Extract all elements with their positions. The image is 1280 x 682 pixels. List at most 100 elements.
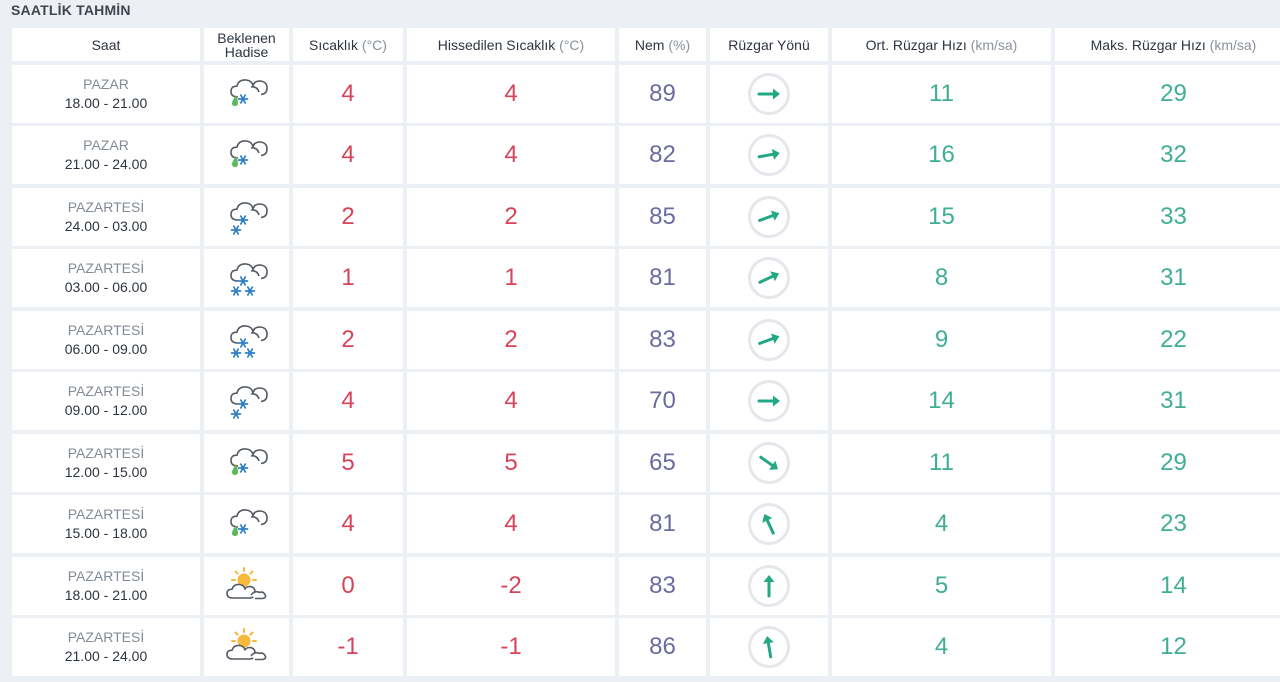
- row-wind-avg: 14: [832, 372, 1051, 430]
- row-wind-max: 31: [1055, 372, 1280, 430]
- wind-dial: [748, 195, 790, 238]
- row-day: PAZARTESİ: [67, 260, 145, 276]
- row-temperature: 5: [293, 433, 403, 492]
- row-day: PAZARTESİ: [67, 506, 145, 522]
- hourly-forecast-table: Saat Beklenen Hadise Sıcaklık (°C) Hisse…: [12, 28, 1280, 676]
- row-wind-direction: [710, 249, 828, 307]
- row-time: 09.00 - 12.00: [64, 402, 148, 418]
- cloud-snow-icon: [229, 201, 268, 235]
- row-wind-max: 29: [1055, 64, 1280, 123]
- row-feels-like: -1: [407, 618, 615, 676]
- row-wind-max: 23: [1055, 495, 1280, 553]
- row-day: PAZARTESİ: [67, 444, 145, 461]
- row-wind-max: 14: [1055, 556, 1280, 615]
- row-day: PAZAR: [83, 75, 129, 92]
- header-nem-label: Nem: [634, 36, 665, 53]
- row-temperature: 4: [293, 64, 403, 123]
- row-wind-avg: 5: [832, 556, 1051, 615]
- wind-arrow-icon: [757, 88, 780, 99]
- row-time: 18.00 - 21.00: [64, 94, 148, 111]
- row-wind-max: 32: [1055, 126, 1280, 184]
- row-day: PAZAR: [83, 137, 129, 153]
- row-day: PAZARTESİ: [67, 198, 145, 215]
- cloud-rain-snow-icon: [229, 509, 268, 536]
- row-feels-like: 2: [407, 187, 615, 246]
- row-saat: PAZARTESİ 12.00 - 15.00: [12, 433, 200, 492]
- row-saat: PAZARTESİ 09.00 - 12.00: [12, 372, 200, 430]
- header-hadise-line1: Beklenen: [217, 29, 276, 46]
- row-temperature: 2: [293, 187, 403, 246]
- row-humidity: 70: [619, 372, 706, 430]
- row-wind-max: 22: [1055, 310, 1280, 369]
- row-saat: PAZARTESİ 21.00 - 24.00: [12, 618, 200, 676]
- row-wind-avg: 8: [832, 249, 1051, 307]
- header-ruzgar-yonu-label: Rüzgar Yönü: [728, 36, 810, 53]
- header-nem-unit: (%): [668, 36, 691, 53]
- row-humidity: 65: [619, 433, 706, 492]
- row-hadise: [204, 249, 289, 307]
- row-wind-max: 12: [1055, 618, 1280, 676]
- row-time: 21.00 - 24.00: [64, 648, 148, 664]
- row-humidity: 82: [619, 126, 706, 184]
- row-saat: PAZARTESİ 03.00 - 06.00: [12, 249, 200, 307]
- header-maks-ruzgar-label: Maks. Rüzgar Hızı: [1090, 36, 1206, 53]
- row-feels-like: 5: [407, 433, 615, 492]
- cloud-heavy-snow-icon: [229, 263, 268, 296]
- wind-dial: [748, 564, 790, 607]
- row-temperature: 4: [293, 495, 403, 553]
- row-temperature: 4: [293, 372, 403, 430]
- header-ruzgar-yonu: Rüzgar Yönü: [710, 28, 828, 61]
- header-ort-ruzgar-unit: (km/sa): [970, 36, 1018, 53]
- row-temperature: 0: [293, 556, 403, 615]
- wind-arrow-icon: [757, 148, 780, 160]
- row-wind-max: 31: [1055, 249, 1280, 307]
- row-feels-like: 4: [407, 126, 615, 184]
- row-humidity: 83: [619, 556, 706, 615]
- row-time: 15.00 - 18.00: [64, 525, 148, 541]
- row-day: PAZARTESİ: [67, 321, 145, 338]
- header-sicaklik-label: Sıcaklık: [309, 36, 359, 53]
- header-nem: Nem (%): [619, 28, 706, 61]
- row-feels-like: 4: [407, 495, 615, 553]
- row-humidity: 86: [619, 618, 706, 676]
- row-day: PAZARTESİ: [67, 567, 145, 584]
- row-wind-direction: [710, 64, 828, 123]
- wind-dial: [748, 134, 790, 176]
- row-temperature: 2: [293, 310, 403, 369]
- wind-dial: [748, 72, 790, 115]
- header-sicaklik-unit: (°C): [361, 36, 387, 53]
- row-saat: PAZAR 18.00 - 21.00: [12, 64, 200, 123]
- row-wind-direction: [710, 310, 828, 369]
- row-saat: PAZARTESİ 18.00 - 21.00: [12, 556, 200, 615]
- row-temperature: 4: [293, 126, 403, 184]
- partly-cloudy-icon: [225, 628, 266, 661]
- row-wind-direction: [710, 495, 828, 553]
- row-wind-max: 33: [1055, 187, 1280, 246]
- section-title: SAATLİK TAHMİN: [11, 2, 131, 18]
- row-feels-like: 1: [407, 249, 615, 307]
- row-saat: PAZAR 21.00 - 24.00: [12, 126, 200, 184]
- row-time: 06.00 - 09.00: [64, 340, 148, 357]
- row-wind-avg: 11: [832, 433, 1051, 492]
- wind-dial: [748, 318, 790, 361]
- row-wind-avg: 4: [832, 618, 1051, 676]
- row-wind-direction: [710, 618, 828, 676]
- partly-cloudy-icon: [225, 566, 266, 599]
- header-ort-ruzgar: Ort. Rüzgar Hızı (km/sa): [832, 28, 1051, 61]
- row-wind-direction: [710, 126, 828, 184]
- row-hadise: [204, 187, 289, 246]
- wind-arrow-icon: [762, 514, 775, 535]
- row-wind-direction: [710, 372, 828, 430]
- header-hissedilen-unit: (°C): [559, 36, 585, 53]
- row-temperature: -1: [293, 618, 403, 676]
- row-wind-avg: 9: [832, 310, 1051, 369]
- row-hadise: [204, 556, 289, 615]
- row-wind-avg: 16: [832, 126, 1051, 184]
- wind-arrow-icon: [758, 209, 780, 222]
- row-hadise: [204, 618, 289, 676]
- header-sicaklik: Sıcaklık (°C): [293, 28, 403, 61]
- row-wind-max: 29: [1055, 433, 1280, 492]
- header-hadise: Beklenen Hadise: [204, 28, 289, 61]
- row-time: 24.00 - 03.00: [64, 217, 148, 234]
- row-hadise: [204, 495, 289, 553]
